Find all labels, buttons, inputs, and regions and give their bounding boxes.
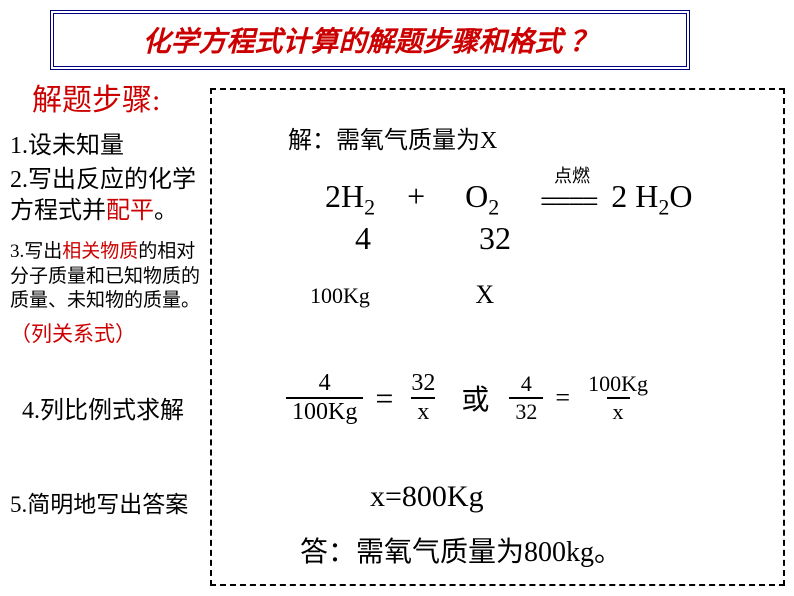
step-2-red: 配平 xyxy=(106,198,154,224)
eq-2h2o: 2 H2O xyxy=(611,178,692,214)
frac-1-num: 4 xyxy=(313,370,337,397)
solution-intro: 解：需氧气质量为X xyxy=(288,120,497,155)
eq-arrow: ==== xyxy=(540,185,596,219)
frac-3-den: 32 xyxy=(509,397,543,425)
frac-or: 或 xyxy=(461,378,489,418)
step-3: 3.写出相关物质的相对分子质量和已知物质的质量、未知物的质量。 xyxy=(10,240,210,314)
step-3-sub: （列关系式） xyxy=(10,318,136,348)
frac-2: 32 x xyxy=(405,370,441,426)
frac-2-den: x xyxy=(411,397,435,426)
solution-box xyxy=(210,88,785,586)
mass-32: 32 xyxy=(479,220,511,257)
frac-4-num: 100Kg xyxy=(582,371,654,397)
step-3-text-a: 3.写出 xyxy=(10,241,62,262)
frac-eq-1: = xyxy=(375,380,393,417)
frac-2-num: 32 xyxy=(405,370,441,397)
frac-4: 100Kg x xyxy=(582,371,654,425)
frac-4-den: x xyxy=(607,397,630,425)
step-4: 4.列比例式求解 xyxy=(22,390,184,425)
result-x: x=800Kg xyxy=(370,480,484,514)
mass-4: 4 xyxy=(355,220,371,257)
frac-3-num: 4 xyxy=(515,371,538,397)
frac-1: 4 100Kg xyxy=(286,370,363,426)
title-box: 化学方程式计算的解题步骤和格式 ？ xyxy=(50,10,690,70)
known-100kg: 100Kg xyxy=(310,283,370,308)
step-3-red: 相关物质 xyxy=(62,241,138,262)
final-answer: 答：需氧气质量为800kg。 xyxy=(300,530,622,570)
known-mass-row: 100Kg X xyxy=(310,280,494,310)
equation-row: 2H2 + O2 2 H2O xyxy=(325,178,692,220)
proportion-row: 4 100Kg = 32 x 或 4 32 = 100Kg x xyxy=(280,370,660,426)
steps-header: 解题步骤: xyxy=(32,75,160,119)
step-1: 1.设未知量 xyxy=(10,125,124,160)
step-5: 5.简明地写出答案 xyxy=(10,485,188,519)
eq-o2: O2 xyxy=(465,178,499,214)
step-2: 2.写出反应的化学方程式并配平。 xyxy=(10,165,210,227)
frac-eq-2: = xyxy=(555,383,570,413)
eq-plus: + xyxy=(407,178,425,214)
frac-1-den: 100Kg xyxy=(286,397,363,426)
known-x: X xyxy=(475,280,494,310)
step-2-text-c: 。 xyxy=(154,198,178,224)
eq-2h2: 2H2 xyxy=(325,178,375,214)
title-text: 化学方程式计算的解题步骤和格式 ？ xyxy=(142,27,597,58)
molar-mass-row: 4 32 xyxy=(355,220,511,257)
frac-3: 4 32 xyxy=(509,371,543,425)
